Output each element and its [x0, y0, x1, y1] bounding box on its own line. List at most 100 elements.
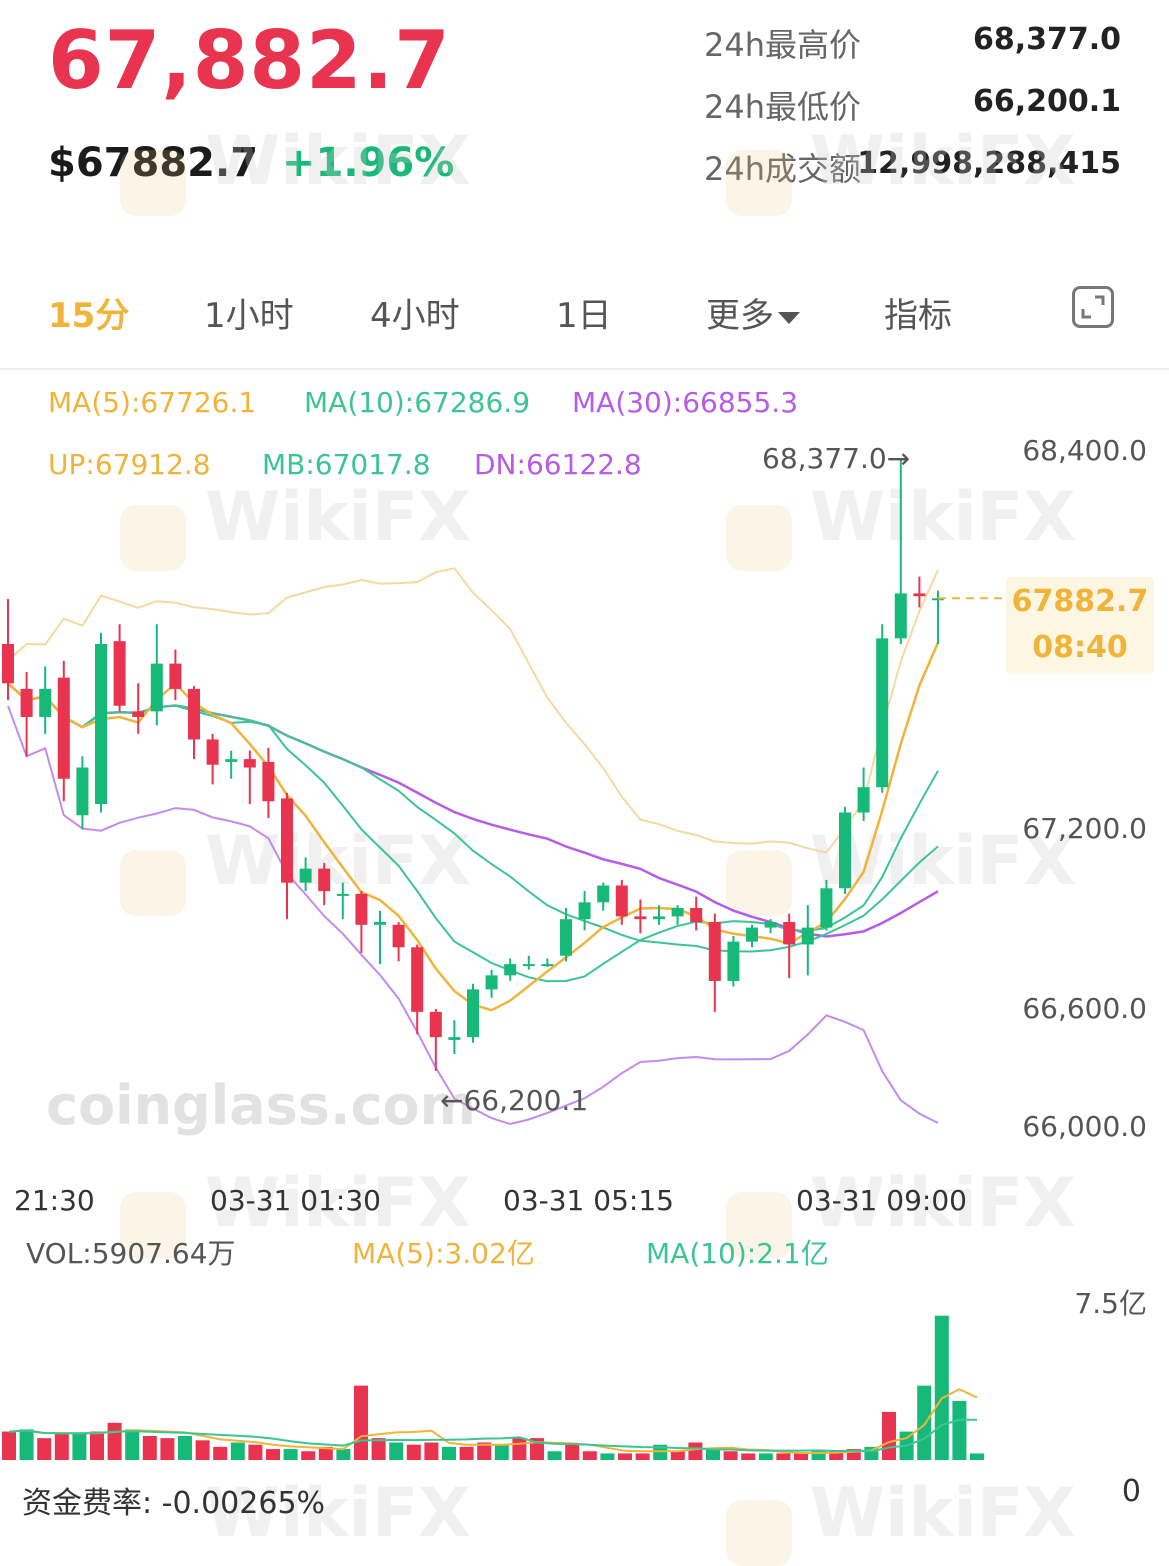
- watermark: WikiFX: [810, 122, 1076, 201]
- volume-axis-label: 7.5亿: [1074, 1287, 1147, 1320]
- volume-bar: [864, 1446, 879, 1460]
- watermark-logo: [726, 150, 792, 216]
- current-price-countdown: 08:40: [1032, 630, 1128, 665]
- candle-body: [560, 919, 572, 956]
- candle-body: [206, 739, 219, 765]
- candle-body: [2, 643, 14, 684]
- candle-body: [764, 921, 777, 928]
- tab-more-label: 更多: [706, 296, 774, 336]
- volume-bar: [758, 1453, 773, 1460]
- candle-body: [634, 916, 647, 920]
- tab-more[interactable]: 更多: [706, 288, 800, 337]
- watermark: WikiFX: [810, 1474, 1076, 1553]
- volume-bar: [336, 1449, 351, 1460]
- tab-1h[interactable]: 1小时: [204, 296, 294, 336]
- candle-body: [20, 688, 33, 717]
- volume-bar: [442, 1446, 456, 1460]
- ma30-legend: MA(30):66855.3: [572, 386, 799, 419]
- candle-body: [429, 1011, 442, 1038]
- volume-bar: [723, 1451, 738, 1460]
- high-marker: 68,377.0→: [762, 442, 911, 475]
- volume-bar: [318, 1446, 333, 1460]
- volume-bar: [125, 1429, 140, 1460]
- tab-indicators[interactable]: 指标: [884, 296, 952, 336]
- volume-bar: [706, 1449, 720, 1460]
- candle-body: [57, 677, 70, 779]
- watermark: WikiFX: [205, 478, 471, 557]
- candle-body: [894, 593, 907, 639]
- stat-value-low: 66,200.1: [972, 84, 1121, 119]
- volume-bar: [635, 1453, 650, 1460]
- fullscreen-icon[interactable]: [1072, 286, 1114, 328]
- volume-bar: [424, 1442, 439, 1460]
- candle-body: [262, 761, 275, 802]
- y-axis-label: 68,400.0: [1022, 434, 1147, 467]
- volume-bar: [2, 1431, 16, 1460]
- candle-body: [504, 964, 517, 976]
- boll-up-legend: UP:67912.8: [48, 448, 211, 481]
- tab-4h[interactable]: 4小时: [370, 296, 460, 336]
- tab-1d[interactable]: 1日: [556, 296, 612, 336]
- candle-body: [932, 598, 944, 601]
- volume-ma5-legend: MA(5):3.02亿: [352, 1237, 535, 1270]
- candle-body: [113, 641, 126, 706]
- volume-bar: [37, 1438, 52, 1460]
- watermark-logo: [726, 1192, 792, 1258]
- candle-body: [448, 1037, 461, 1040]
- candle-body: [169, 663, 182, 689]
- volume-bar: [107, 1422, 122, 1460]
- volume-bar: [54, 1433, 69, 1460]
- volume-bar: [178, 1435, 192, 1460]
- volume-bar: [72, 1433, 87, 1460]
- volume-ma5-line: [8, 1388, 978, 1454]
- stat-label-low: 24h最低价: [704, 88, 862, 126]
- volume-bar: [459, 1446, 474, 1460]
- watermark-logo: [120, 850, 186, 916]
- volume-bar: [283, 1449, 298, 1460]
- candle-body: [485, 975, 498, 990]
- volume-bar: [670, 1451, 685, 1460]
- candle-body: [541, 964, 554, 967]
- y-axis-label: 66,600.0: [1022, 992, 1147, 1025]
- stat-label-turnover: 24h成交额: [704, 150, 862, 188]
- candle-body: [876, 638, 889, 788]
- volume-bar: [213, 1446, 228, 1460]
- ma5-line: [7, 642, 940, 1012]
- candle-body: [188, 688, 200, 740]
- caret-down-icon: [778, 311, 800, 324]
- volume-bar: [952, 1400, 967, 1460]
- watermark-logo: [726, 1500, 792, 1566]
- candle-body: [39, 688, 52, 717]
- volume-bar: [565, 1444, 580, 1460]
- volume-bar: [389, 1442, 404, 1460]
- volume-bar: [653, 1444, 668, 1460]
- candle-body: [411, 947, 424, 1012]
- x-axis-label: 03-31 05:15: [503, 1184, 674, 1217]
- price-change-percent: +1.96%: [282, 140, 455, 186]
- ma5-legend: MA(5):67726.1: [48, 386, 257, 419]
- volume-bar: [882, 1411, 896, 1460]
- volume-bar: [970, 1453, 984, 1460]
- x-axis-label: 03-31 01:30: [210, 1184, 381, 1217]
- tab-15m[interactable]: 15分: [48, 296, 130, 336]
- candle-body: [671, 907, 684, 917]
- ma10-line: [7, 682, 939, 983]
- volume-bar: [371, 1438, 386, 1460]
- watermark: WikiFX: [810, 478, 1076, 557]
- stat-value-turnover: 12,998,288,415: [857, 146, 1121, 181]
- volume-bar: [899, 1431, 914, 1460]
- volume-bar: [829, 1451, 844, 1460]
- candle-body: [467, 989, 479, 1038]
- watermark: WikiFX: [205, 1164, 471, 1243]
- volume-bar: [618, 1453, 632, 1460]
- volume-bar: [512, 1438, 527, 1460]
- volume-bar: [477, 1442, 492, 1460]
- volume-ma10-line: [8, 1418, 977, 1453]
- ma10-legend: MA(10):67286.9: [304, 386, 531, 419]
- candle-body: [374, 921, 386, 925]
- candle-body: [392, 924, 405, 948]
- volume-bar: [794, 1453, 808, 1460]
- stat-value-high: 68,377.0: [972, 22, 1121, 57]
- watermark: WikiFX: [205, 122, 471, 201]
